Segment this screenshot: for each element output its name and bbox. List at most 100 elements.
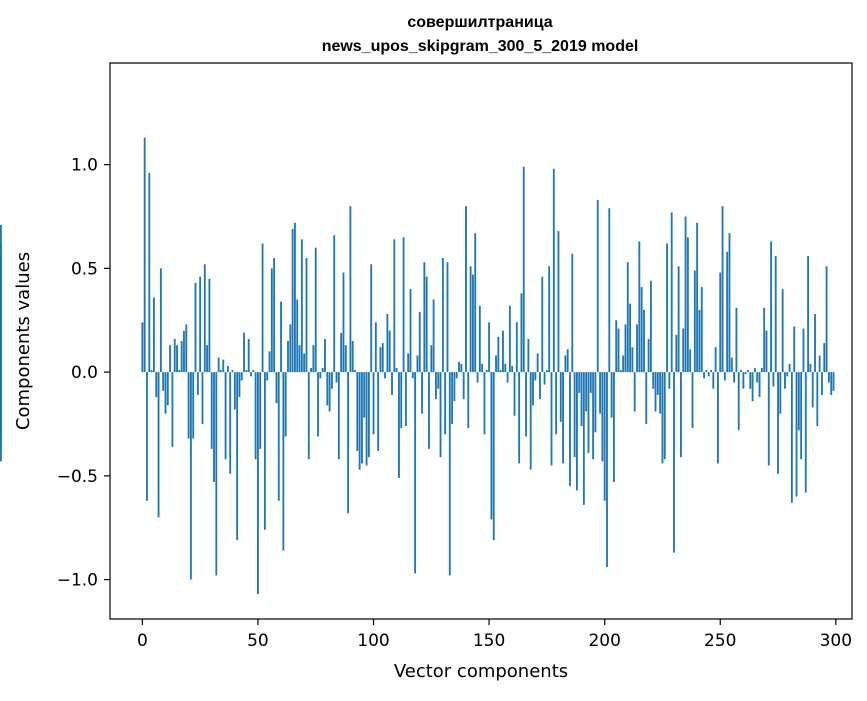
bar-component-125 xyxy=(430,345,433,373)
bar-component-114 xyxy=(404,372,407,427)
bar-component-70 xyxy=(303,353,306,373)
bar-component-undefined xyxy=(0,353,2,373)
bar-component-136 xyxy=(455,372,458,379)
bar-component-20 xyxy=(187,372,190,439)
bar-component-205 xyxy=(615,320,618,373)
bar-component-180 xyxy=(557,231,560,373)
y-tick-label: −1.0 xyxy=(57,571,98,591)
bar-component-184 xyxy=(566,349,569,373)
bar-component-101 xyxy=(374,322,377,373)
bar-component-130 xyxy=(441,258,444,373)
bar-component-163 xyxy=(518,372,521,464)
bar-component-169 xyxy=(532,372,534,406)
bar-component-258 xyxy=(737,372,740,431)
bar-component-247 xyxy=(712,372,715,389)
x-tick-label: 250 xyxy=(704,631,736,651)
bar-component-278 xyxy=(784,372,786,389)
bar-component-164 xyxy=(520,293,523,373)
bar-component-48 xyxy=(252,370,255,373)
bar-component-98 xyxy=(367,372,370,458)
bar-component-210 xyxy=(626,262,629,373)
bar-component-215 xyxy=(638,241,641,373)
bar-component-65 xyxy=(291,228,294,373)
bar-component-229 xyxy=(670,212,673,373)
bar-component-188 xyxy=(576,372,578,491)
bar-component-173 xyxy=(541,276,544,373)
bar-component-5 xyxy=(152,297,155,373)
bar-component-283 xyxy=(795,372,798,497)
bar-component-7 xyxy=(157,372,160,518)
bar-component-100 xyxy=(372,372,375,435)
bar-component-276 xyxy=(779,372,782,414)
bar-component-212 xyxy=(631,347,634,373)
bar-component-216 xyxy=(640,287,643,373)
bar-component-219 xyxy=(647,338,650,373)
bar-component-279 xyxy=(786,372,789,377)
bar-component-162 xyxy=(515,322,518,373)
bar-component-275 xyxy=(777,372,779,474)
y-axis-ticks: −1.0 −0.5 0.0 0.5 1.0 xyxy=(57,156,110,591)
bar-component-47 xyxy=(250,372,252,377)
bar-component-195 xyxy=(592,372,595,460)
bar-component-89 xyxy=(347,372,350,514)
bar-component-220 xyxy=(649,280,652,373)
bar-component-36 xyxy=(224,372,227,460)
bar-component-166 xyxy=(525,372,527,437)
bar-component-252 xyxy=(723,372,726,381)
bar-component-83 xyxy=(333,235,336,373)
bar-component-139 xyxy=(462,372,465,400)
x-tick-label: 150 xyxy=(473,631,505,651)
bar-component-76 xyxy=(317,372,319,437)
bar-component-293 xyxy=(818,355,821,373)
bar-component-80 xyxy=(326,372,329,406)
bar-component-197 xyxy=(596,199,599,373)
bar-component-260 xyxy=(742,372,745,389)
bar-component-129 xyxy=(439,372,442,458)
bar-component-292 xyxy=(816,372,819,427)
bar-component-3 xyxy=(148,172,151,373)
bar-component-46 xyxy=(247,338,250,373)
bar-component-81 xyxy=(328,372,331,412)
bar-component-35 xyxy=(222,359,225,373)
x-tick-label: 0 xyxy=(137,631,148,651)
bar-component-115 xyxy=(407,353,410,373)
bar-component-238 xyxy=(691,372,694,429)
bar-component-96 xyxy=(363,372,366,418)
y-tick-label: 1.0 xyxy=(71,156,98,176)
bar-component-45 xyxy=(245,370,248,373)
bar-component-72 xyxy=(307,372,310,460)
bar-component-90 xyxy=(349,206,352,373)
x-axis-ticks: 0 50 100 150 200 250 300 xyxy=(137,619,852,651)
bar-component-8 xyxy=(159,268,162,373)
bar-component-268 xyxy=(760,367,763,373)
bar-component-113 xyxy=(402,237,405,373)
bar-component-158 xyxy=(506,372,509,383)
bar-component-235 xyxy=(684,216,687,373)
x-tick-label: 100 xyxy=(357,631,389,651)
bar-component-147 xyxy=(481,363,484,373)
bar-component-277 xyxy=(781,289,784,373)
bar-component-63 xyxy=(287,341,289,373)
bar-component-200 xyxy=(603,372,606,501)
bar-component-13 xyxy=(171,372,174,447)
bar-component-75 xyxy=(314,247,317,373)
bar-component-9 xyxy=(162,372,165,391)
bar-component-193 xyxy=(587,372,590,454)
bar-component-286 xyxy=(802,328,805,373)
bar-component-263 xyxy=(749,372,752,389)
bar-component-60 xyxy=(280,301,282,373)
bar-component-74 xyxy=(312,345,315,373)
bar-component-17 xyxy=(180,341,183,373)
bar-component-59 xyxy=(277,372,280,501)
bar-component-148 xyxy=(483,372,486,435)
bar-component-153 xyxy=(495,355,497,373)
bar-component-157 xyxy=(504,363,507,373)
bar-component-31 xyxy=(213,372,215,483)
bar-component-6 xyxy=(155,372,158,398)
bar-component-161 xyxy=(513,372,516,416)
bar-component-159 xyxy=(508,305,511,373)
bar-component-87 xyxy=(342,272,345,373)
bar-component-231 xyxy=(675,334,678,373)
bar-component-27 xyxy=(203,264,206,373)
bar-component-204 xyxy=(612,372,615,483)
